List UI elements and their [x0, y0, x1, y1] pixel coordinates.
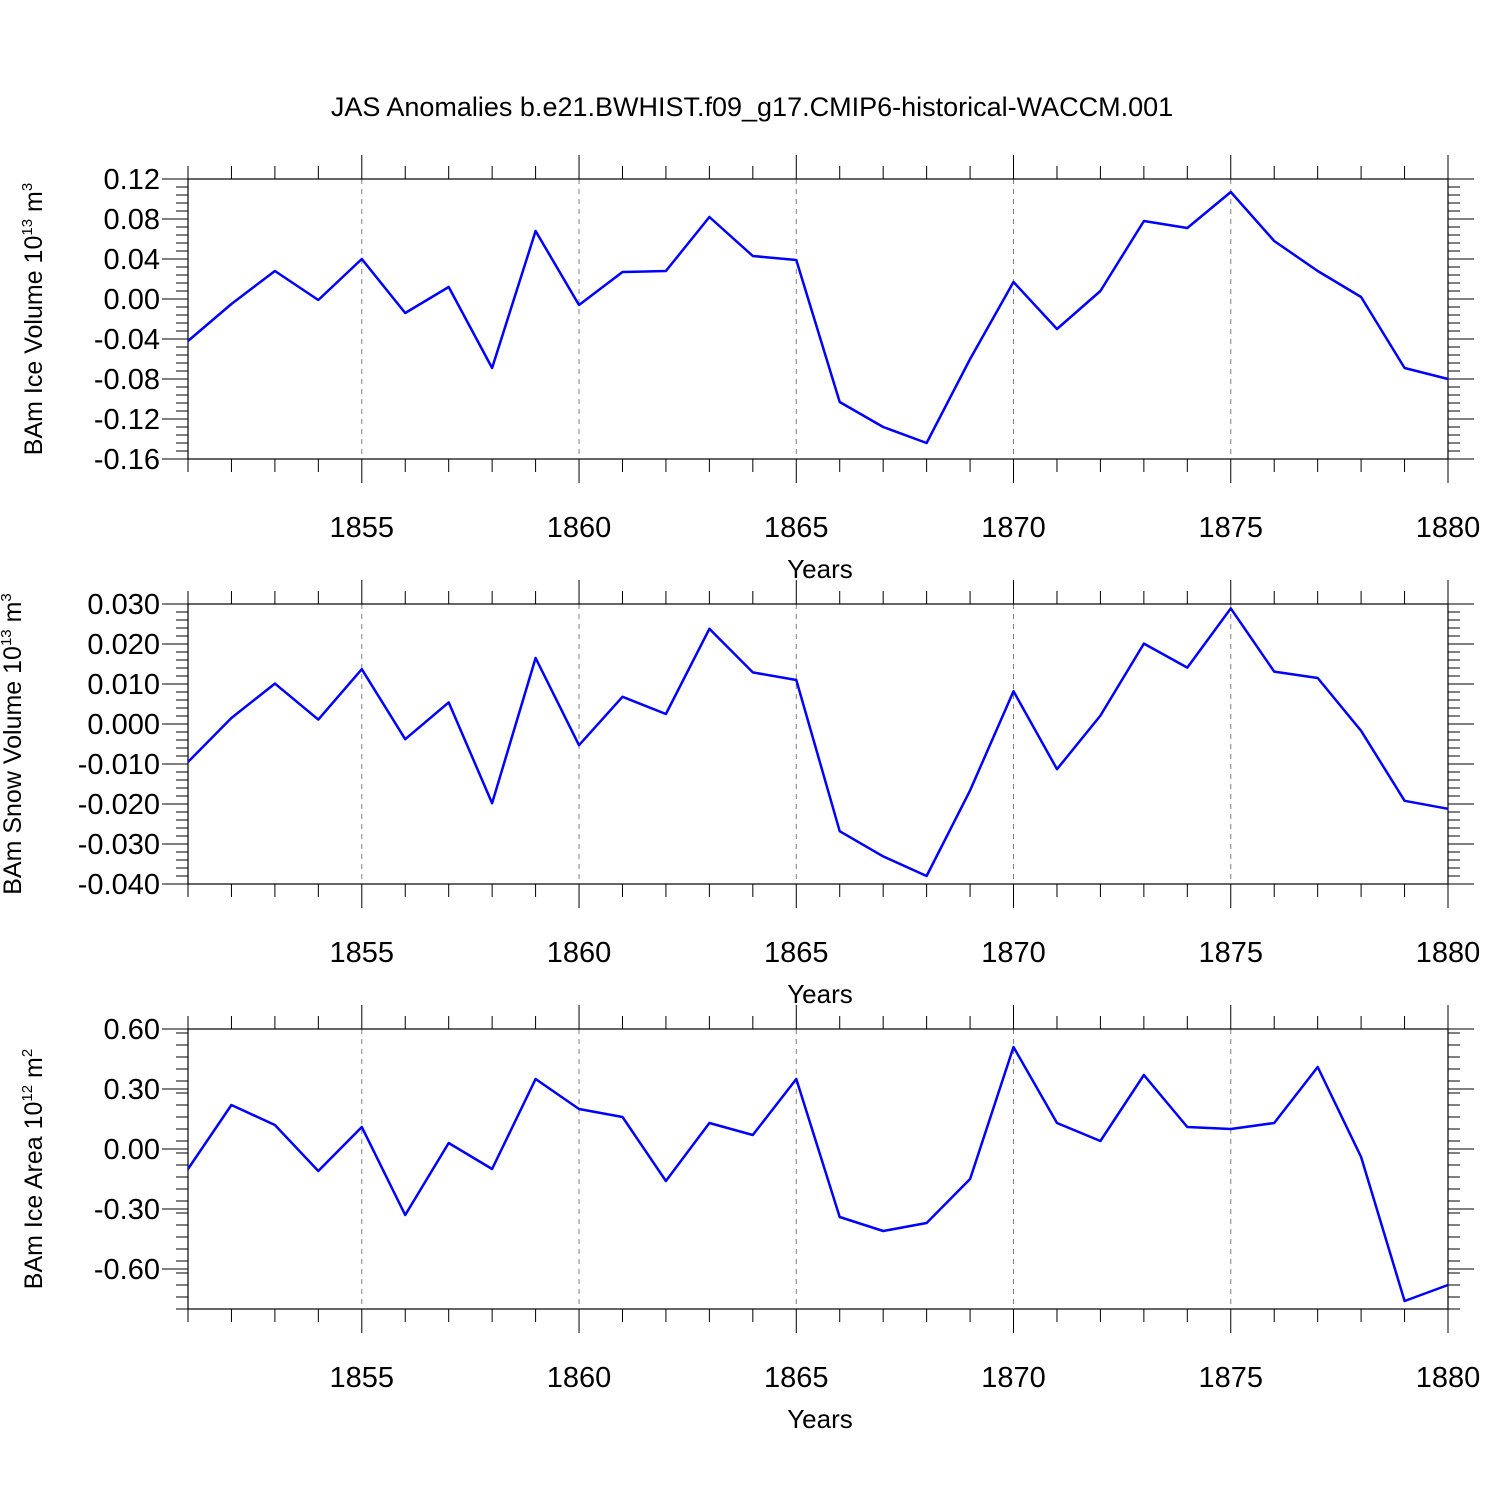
- y-tick-label: -0.020: [78, 789, 160, 821]
- y-tick-label: -0.08: [94, 364, 160, 396]
- y-axis-label-text: m: [20, 191, 48, 219]
- y-tick-label: -0.04: [94, 324, 160, 356]
- y-tick-label: 0.010: [87, 669, 160, 701]
- x-tick-label: 1875: [1199, 937, 1264, 969]
- y-tick-label: -0.60: [94, 1254, 160, 1286]
- y-axis-label-text: BAm Ice Volume 10: [20, 236, 48, 456]
- y-axis-label-superscript: 3: [0, 593, 15, 601]
- chart-panel-3: 0.60 0.30 0.00 -0.30 -0.60 1855 1860 1865 1870 18…: [19, 1005, 1480, 1434]
- x-tick-label: 1870: [981, 512, 1046, 544]
- y-tick-label: 0.00: [104, 284, 160, 316]
- chart-panel-1: 0.12 0.08 0.04 0.00 -0.04 -0.08 -0.12 -0.16 1855…: [19, 155, 1480, 584]
- y-tick-label: -0.16: [94, 444, 160, 476]
- x-tick-label: 1880: [1416, 1362, 1481, 1394]
- y-tick-label: 0.000: [87, 709, 160, 741]
- x-axis-label: Years: [787, 554, 853, 584]
- x-tick-label: 1865: [764, 512, 829, 544]
- plot-frame: [187, 603, 1449, 885]
- series-line: [187, 190, 1449, 445]
- y-axis-label-superscript: 13: [19, 219, 36, 236]
- x-tick-label: 1865: [764, 937, 829, 969]
- x-axis-label: Years: [787, 1404, 853, 1434]
- plot-frame: [187, 1028, 1449, 1310]
- x-tick-label: 1880: [1416, 937, 1481, 969]
- x-tick-label: 1855: [330, 512, 395, 544]
- x-tick-label: 1860: [547, 512, 612, 544]
- x-tick-label: 1870: [981, 1362, 1046, 1394]
- y-axis-label-superscript: 12: [19, 1085, 36, 1102]
- y-tick-label: -0.12: [94, 404, 160, 436]
- y-axis-label-superscript: 2: [19, 1049, 36, 1057]
- x-axis-label: Years: [787, 979, 853, 1009]
- y-axis-label-superscript: 13: [0, 629, 15, 646]
- y-tick-label: -0.040: [78, 869, 160, 901]
- y-tick-label: -0.030: [78, 829, 160, 861]
- x-tick-label: 1860: [547, 1362, 612, 1394]
- y-axis-label-superscript: 3: [19, 183, 36, 191]
- x-tick-label: 1880: [1416, 512, 1481, 544]
- x-tick-label: 1855: [330, 1362, 395, 1394]
- x-tick-label: 1865: [764, 1362, 829, 1394]
- x-tick-label: 1855: [330, 937, 395, 969]
- x-tick-label: 1875: [1199, 1362, 1264, 1394]
- series-line: [187, 607, 1449, 878]
- plot-frame: [187, 178, 1449, 460]
- y-tick-label: 0.00: [104, 1134, 160, 1166]
- y-axis-label-text: BAm Ice Area 10: [20, 1102, 48, 1290]
- y-tick-label: 0.30: [104, 1074, 160, 1106]
- x-tick-label: 1870: [981, 937, 1046, 969]
- y-tick-label: 0.030: [87, 589, 160, 621]
- y-axis-label: BAm Snow Volume 1013 m3: [0, 593, 27, 895]
- y-axis-label-text: m: [20, 1057, 48, 1085]
- y-tick-label: 0.08: [104, 204, 160, 236]
- series-line: [186, 1045, 1449, 1303]
- y-tick-label: 0.60: [104, 1014, 160, 1046]
- x-tick-label: 1860: [547, 937, 612, 969]
- y-axis-label: BAm Ice Volume 1013 m3: [19, 183, 48, 455]
- y-tick-label: 0.04: [104, 244, 160, 276]
- y-tick-label: 0.12: [104, 164, 160, 196]
- y-tick-label: -0.30: [94, 1194, 160, 1226]
- chart-title: JAS Anomalies b.e21.BWHIST.f09_g17.CMIP6…: [331, 92, 1173, 122]
- y-axis-label-text: m: [0, 602, 27, 630]
- y-axis-label-text: BAm Snow Volume 10: [0, 646, 27, 895]
- y-tick-label: 0.020: [87, 629, 160, 661]
- x-tick-label: 1875: [1199, 512, 1264, 544]
- y-tick-label: -0.010: [78, 749, 160, 781]
- y-axis-label: BAm Ice Area 1012 m2: [19, 1049, 48, 1289]
- chart-panel-2: 0.030 0.020 0.010 0.000 -0.010 -0.020 -0.030 -0…: [0, 580, 1480, 1009]
